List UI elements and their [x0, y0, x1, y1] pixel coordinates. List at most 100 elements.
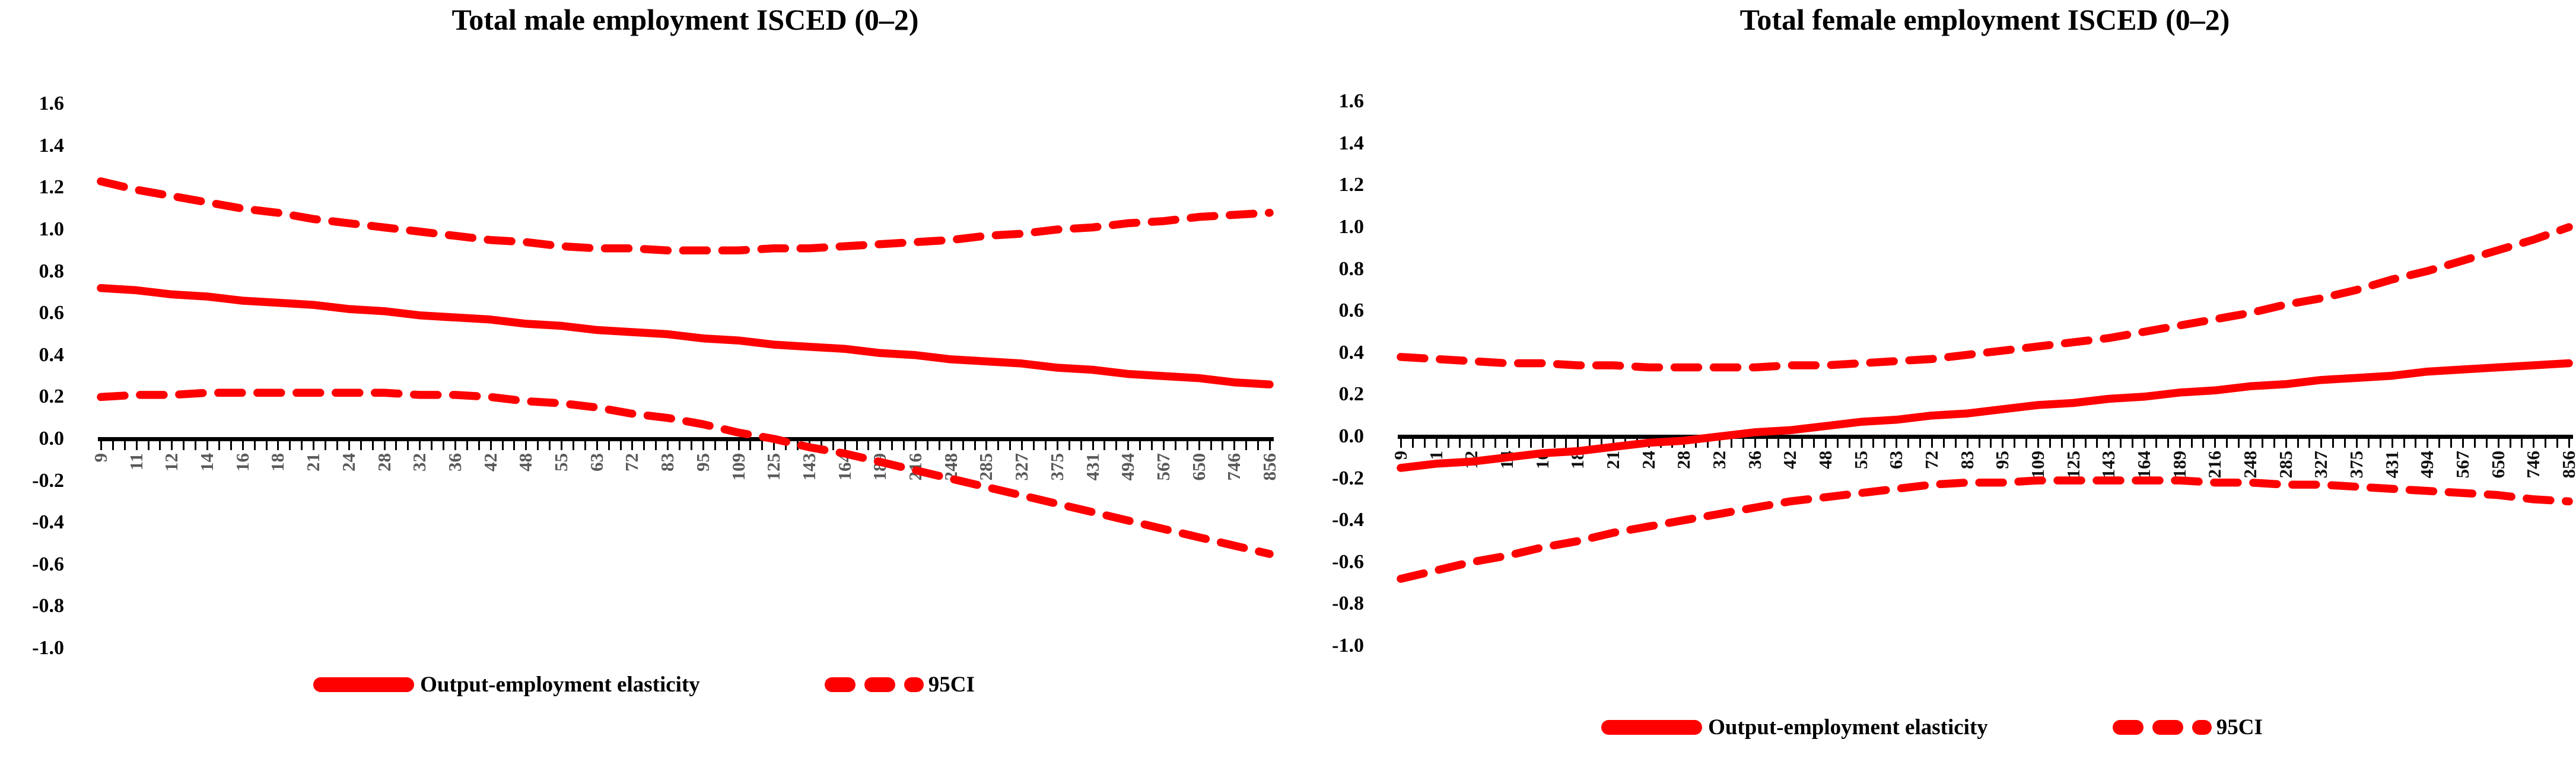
axis-tick	[1174, 441, 1176, 450]
chart-title: Total female employment ISCED (0–2)	[1739, 3, 2230, 36]
y-axis-tick-label: 0.2	[1338, 383, 1365, 406]
axis-tick	[1565, 438, 1567, 448]
axis-tick	[879, 441, 882, 450]
x-axis-tick-label: 125	[2062, 451, 2084, 479]
x-axis-tick-label: 24	[1637, 451, 1659, 469]
axis-tick	[726, 441, 728, 450]
axis-tick	[1860, 438, 1862, 448]
axis-tick	[679, 441, 681, 450]
legend-item-ci: 95CI	[824, 672, 975, 697]
axis-tick	[1080, 441, 1082, 450]
x-axis-tick-label: 14	[1496, 451, 1517, 469]
y-axis-tick-label: -1.0	[1332, 635, 1364, 657]
axis-tick	[962, 441, 964, 450]
axis-tick	[2415, 438, 2417, 448]
legend-label-elasticity: Output-employment elasticity	[420, 673, 700, 697]
axis-tick	[395, 441, 397, 450]
x-axis-tick-label: 189	[2168, 451, 2190, 479]
axis-tick	[926, 441, 928, 450]
x-axis-tick-label: 856	[1259, 453, 1280, 481]
x-axis-tick-label: 63	[1885, 451, 1907, 469]
x-axis-tick-label: 216	[2204, 451, 2225, 479]
axis-tick	[253, 441, 256, 450]
axis-tick	[619, 441, 622, 450]
axis-tick	[289, 441, 291, 450]
axis-tick	[844, 441, 846, 450]
axis-tick	[1506, 438, 1508, 448]
axis-tick	[773, 441, 775, 450]
axis-tick	[2332, 438, 2335, 448]
axis-tick	[2144, 438, 2145, 448]
axis-tick	[596, 441, 598, 450]
x-axis-tick-label: 164	[2133, 451, 2154, 479]
axis-tick	[1222, 441, 1224, 450]
y-axis-tick-label: -0.4	[32, 511, 64, 534]
plot-area	[1397, 223, 2573, 583]
axis-tick	[2320, 438, 2323, 448]
x-axis-tick-label: 28	[1673, 451, 1694, 469]
x-axis-tick-label: 125	[763, 453, 784, 481]
axis-tick	[2190, 438, 2193, 448]
x-axis-tick-label: 164	[834, 453, 855, 481]
axis-tick	[241, 441, 244, 450]
axis-tick	[478, 441, 480, 450]
axis-tick	[2391, 438, 2393, 448]
axis-tick	[1636, 438, 1638, 448]
axis-tick	[348, 441, 350, 450]
axis-tick	[2060, 438, 2063, 448]
x-axis-tick-label: 746	[2523, 451, 2544, 479]
x-axis-tick-label: 9	[1390, 451, 1411, 460]
axis-tick	[1518, 438, 1520, 448]
ci-line	[1397, 476, 2573, 583]
axis-tick	[2179, 438, 2181, 448]
y-axis-tick-label: 0.0	[39, 428, 65, 450]
x-axis-tick-label: 14	[196, 453, 218, 471]
axis-tick	[1777, 438, 1780, 448]
axis-tick	[1553, 438, 1556, 448]
solid-line-swatch	[1601, 720, 1703, 735]
x-axis-tick-label: 55	[551, 453, 572, 471]
axis-tick	[195, 441, 197, 450]
plot-area	[97, 177, 1274, 558]
axis-tick	[1990, 438, 1992, 448]
axis-tick	[1009, 441, 1012, 450]
y-axis-tick-label: -0.6	[32, 553, 64, 575]
axis-tick	[2261, 438, 2263, 448]
y-axis-tick-label: 0.6	[39, 302, 65, 324]
axis-tick	[1033, 441, 1035, 450]
axis-tick	[466, 441, 468, 450]
y-axis-tick-label: 1.4	[1338, 132, 1365, 154]
axis-tick	[419, 441, 421, 450]
axis-tick	[431, 441, 433, 450]
x-axis-line	[1398, 435, 2573, 439]
legend: Output-employment elasticity 95CI	[0, 672, 1288, 697]
chart-female-employment: Total female employment ISCED (0–2) 1.6 1…	[1288, 0, 2576, 768]
axis-tick	[1589, 438, 1591, 448]
axis-tick	[183, 441, 185, 450]
y-axis-tick-label: 0.8	[39, 260, 65, 282]
axis-tick	[1942, 438, 1945, 448]
x-axis-tick-label: 83	[1956, 451, 1977, 469]
axis-tick	[797, 441, 799, 450]
axis-tick	[820, 441, 822, 450]
axis-tick	[1400, 438, 1402, 448]
axis-tick	[2226, 438, 2228, 448]
x-axis-tick-label: 95	[1992, 451, 2013, 469]
axis-tick	[1613, 438, 1614, 448]
axis-tick	[1766, 438, 1768, 448]
axis-tick	[2438, 438, 2441, 448]
axis-tick	[690, 441, 692, 450]
axis-tick	[1624, 438, 1626, 448]
axis-tick	[100, 441, 102, 450]
x-axis-tick-label: 32	[1709, 451, 1729, 469]
axis-tick	[2379, 438, 2381, 448]
axis-tick	[1529, 438, 1532, 448]
x-axis-tick-label: 72	[1921, 451, 1942, 469]
axis-tick	[2155, 438, 2157, 448]
x-axis-tick-label: 48	[515, 453, 536, 471]
axis-tick	[325, 441, 327, 450]
y-axis-tick-label: -0.6	[1332, 550, 1364, 573]
axis-tick	[1471, 438, 1473, 448]
x-axis-tick-label: 431	[1082, 453, 1103, 481]
axis-tick	[1044, 441, 1047, 450]
